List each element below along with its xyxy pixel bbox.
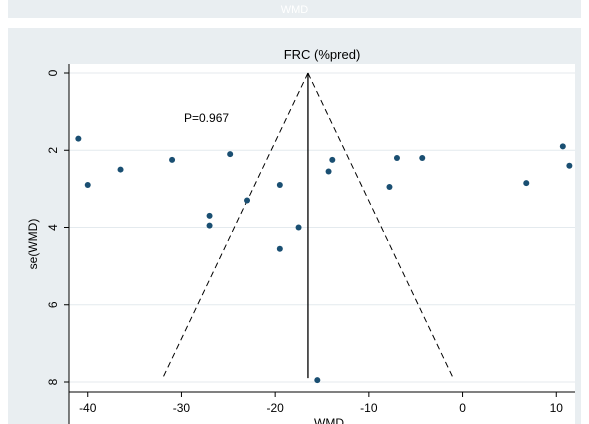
plot-area — [69, 64, 575, 424]
data-point — [244, 197, 251, 204]
x-tick-label: -30 — [173, 401, 191, 415]
y-tick-label: 4 — [46, 224, 60, 231]
funnel-plot: 0 2 4 6 8 -40 -30 -20 -10 0 10 FRC (%pred) P=0.967… — [26, 47, 575, 424]
y-axis-title: se(WMD) — [26, 219, 40, 270]
data-point — [393, 154, 400, 161]
x-tick-label: -20 — [266, 401, 284, 415]
data-points — [75, 135, 573, 384]
data-point — [84, 182, 91, 189]
funnel-lines — [162, 72, 454, 379]
y-tick-label: 8 — [46, 378, 60, 385]
data-point — [325, 168, 332, 175]
data-point — [117, 166, 124, 173]
funnel-right-limit — [307, 72, 454, 379]
p-value-annotation: P=0.967 — [184, 111, 229, 125]
grid-lines — [69, 72, 575, 383]
chart-panel: 0 2 4 6 8 -40 -30 -20 -10 0 10 FRC (%pred) P=0.967… — [8, 28, 581, 424]
data-point — [329, 156, 336, 163]
top-strip-label: WMD — [280, 4, 309, 16]
data-point — [206, 212, 213, 219]
data-point — [386, 183, 393, 190]
data-point — [314, 377, 321, 384]
data-point — [75, 135, 82, 142]
data-point — [276, 182, 283, 189]
axes: 0 2 4 6 8 -40 -30 -20 -10 0 10 — [46, 64, 575, 424]
data-point — [276, 245, 283, 252]
x-tick-label: -40 — [79, 401, 97, 415]
chart-title: FRC (%pred) — [284, 47, 361, 62]
data-point — [523, 180, 530, 187]
data-point — [169, 156, 176, 163]
data-point — [295, 224, 302, 231]
y-tick-label: 0 — [46, 69, 60, 76]
x-tick-label: 10 — [550, 401, 564, 415]
y-tick-label: 2 — [46, 147, 60, 154]
data-point — [419, 154, 426, 161]
y-tick-label: 6 — [46, 301, 60, 308]
x-tick-label: 0 — [459, 401, 466, 415]
data-point — [566, 162, 573, 169]
funnel-left-limit — [162, 72, 309, 379]
data-point — [206, 222, 213, 229]
data-point — [227, 151, 234, 158]
x-axis-title: WMD — [314, 416, 344, 424]
top-strip: WMD — [8, 0, 581, 18]
x-tick-label: -10 — [360, 401, 378, 415]
data-point — [559, 143, 566, 150]
